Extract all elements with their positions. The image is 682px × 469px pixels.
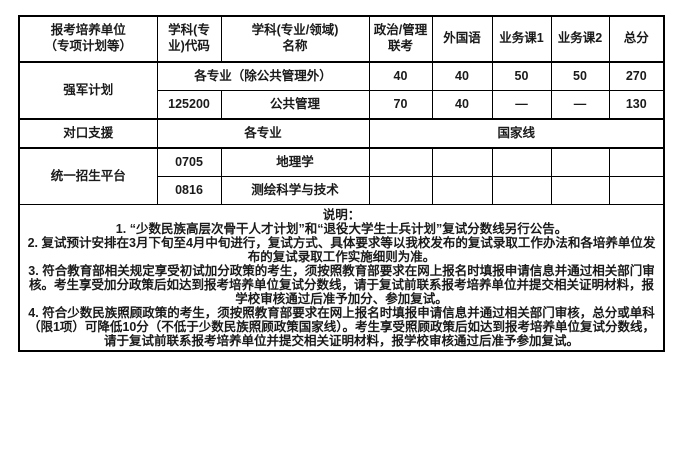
header-cell-foreign: 外国语 <box>431 15 493 63</box>
cell-public-admin-foreign: 40 <box>431 90 493 120</box>
cell-qiangjun-all-majors-foreign: 40 <box>431 61 493 91</box>
cell-geography-code: 0705 <box>156 147 222 177</box>
cell-qiangjun-all-majors-name: 各专业（除公共管理外） <box>156 61 370 91</box>
cell-surveying-name: 测绘科学与技术 <box>220 176 370 205</box>
notes-title: 说明： <box>322 207 361 222</box>
cell-surveying-course2 <box>550 176 610 205</box>
header-cell-total: 总分 <box>608 15 665 63</box>
score-line-table: 报考培养单位 （专项计划等） 学科(专 业)代码 学科(专业/领域) 名称 政治… <box>18 15 665 352</box>
cell-geography-course1 <box>491 147 552 177</box>
cell-surveying-total <box>608 176 665 205</box>
cell-surveying-code: 0816 <box>156 176 222 205</box>
cell-public-admin-course1: — <box>491 90 552 120</box>
cell-public-admin-politics: 70 <box>368 90 433 120</box>
cell-geography-politics <box>368 147 433 177</box>
cell-duikou-name: 各专业 <box>156 118 370 149</box>
table-row-duikou: 对口支援 各专业 国家线 <box>18 118 665 149</box>
cell-geography-total <box>608 147 665 177</box>
cell-tongyi-unit: 统一招生平台 <box>18 147 158 205</box>
cell-surveying-politics <box>368 176 433 205</box>
table-row-tongyi-surveying: 0816 测绘科学与技术 <box>19 176 665 205</box>
cell-public-admin-name: 公共管理 <box>220 90 370 120</box>
cell-public-admin-total: 130 <box>608 90 665 120</box>
table-row-qiangjun-all-majors: 强军计划 各专业（除公共管理外） 40 40 50 50 270 <box>18 61 665 120</box>
cell-geography-foreign <box>431 147 493 177</box>
header-cell-course1: 业务课1 <box>491 15 552 63</box>
cell-qiangjun-all-majors-course2: 50 <box>550 61 610 91</box>
note-item-2: 2. 复试预计安排在3月下旬至4月中旬进行，复试方式、具体要求等以我校发布的复试… <box>27 235 656 264</box>
table-header-row: 报考培养单位 （专项计划等） 学科(专 业)代码 学科(专业/领域) 名称 政治… <box>18 15 665 63</box>
cell-surveying-course1 <box>491 176 552 205</box>
table-row-qiangjun-public-admin: 125200 公共管理 70 40 — — 130 <box>19 90 665 120</box>
cell-public-admin-code: 125200 <box>156 90 222 120</box>
header-cell-unit: 报考培养单位 （专项计划等） <box>18 15 158 63</box>
note-item-1: 1. “少数民族高层次骨干人才计划”和“退役大学生士兵计划”复试分数线另行公告。 <box>115 221 568 236</box>
table-row-notes: 说明： 1. “少数民族高层次骨干人才计划”和“退役大学生士兵计划”复试分数线另… <box>18 204 665 352</box>
cell-duikou-unit: 对口支援 <box>18 118 158 149</box>
cell-qiangjun-unit: 强军计划 <box>18 61 158 120</box>
header-cell-code: 学科(专 业)代码 <box>156 15 222 63</box>
table-row-tongyi-geography: 统一招生平台 0705 地理学 <box>18 147 665 205</box>
note-item-4: 4. 符合少数民族照顾政策的考生，须按照教育部要求在网上报名时填报申请信息并通过… <box>27 305 656 348</box>
cell-surveying-foreign <box>431 176 493 205</box>
cell-qiangjun-all-majors-total: 270 <box>608 61 665 91</box>
header-cell-course2: 业务课2 <box>550 15 610 63</box>
cell-qiangjun-all-majors-course1: 50 <box>491 61 552 91</box>
note-item-3: 3. 符合教育部相关规定享受初试加分政策的考生，须按照教育部要求在网上报名时填报… <box>28 263 655 306</box>
cell-qiangjun-all-majors-politics: 40 <box>368 61 433 91</box>
header-cell-name: 学科(专业/领域) 名称 <box>220 15 370 63</box>
notes-cell: 说明： 1. “少数民族高层次骨干人才计划”和“退役大学生士兵计划”复试分数线另… <box>18 204 665 352</box>
cell-geography-course2 <box>550 147 610 177</box>
cell-duikou-score: 国家线 <box>368 118 665 149</box>
cell-geography-name: 地理学 <box>220 147 370 177</box>
cell-public-admin-course2: — <box>550 90 610 120</box>
header-cell-politics: 政治/管理 联考 <box>368 15 433 63</box>
